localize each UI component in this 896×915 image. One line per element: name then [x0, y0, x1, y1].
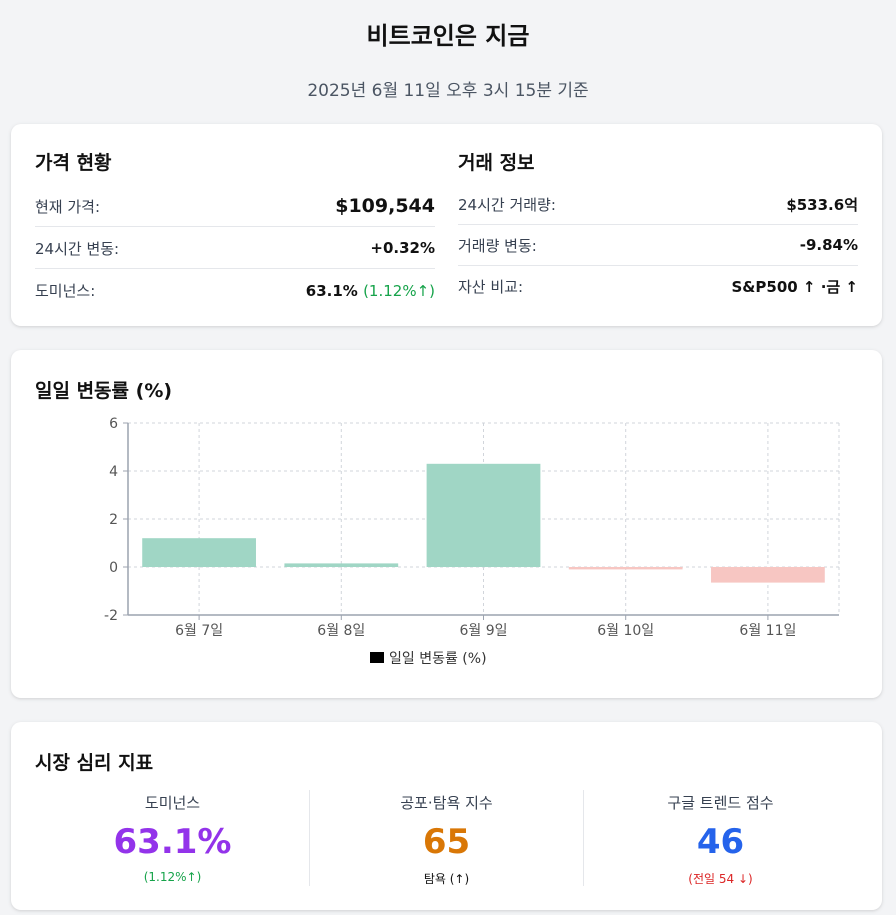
legend-swatch	[370, 652, 384, 663]
asset-compare-value: S&P500 ↑ ·금 ↑	[731, 278, 859, 296]
chart-bar	[426, 463, 541, 567]
volume-change-value: -9.84%	[799, 236, 858, 254]
price-status-title: 가격 현황	[35, 152, 112, 174]
current-price-row: 현재 가격: $109,544	[35, 186, 435, 227]
sentiment-dominance-label: 도미넌스	[144, 794, 201, 812]
volume-24h-value: $533.6억	[786, 195, 858, 214]
sentiment-divider	[583, 790, 584, 886]
sentiment-divider	[309, 790, 310, 886]
sentiment-google-trends: 구글 트렌드 점수 46 (전일 54 ↓)	[583, 790, 858, 888]
y-tick-label: 0	[109, 560, 118, 576]
asset-compare-row: 자산 비교: S&P500 ↑ ·금 ↑	[458, 266, 858, 307]
y-tick-label: 6	[109, 416, 118, 432]
asset-compare-label: 자산 비교:	[458, 278, 524, 296]
sentiment-title: 시장 심리 지표	[35, 752, 154, 774]
change-24h-label: 24시간 변동:	[35, 239, 120, 258]
x-tick-label: 6월 10일	[597, 623, 654, 639]
dominance-change: (1.12%↑)	[363, 281, 435, 300]
fear-greed-note: 탐욕 (↑)	[423, 872, 470, 886]
volume-change-row: 거래량 변동: -9.84%	[458, 225, 858, 266]
x-tick-label: 6월 8일	[317, 623, 365, 639]
dominance-value: 63.1%	[305, 281, 358, 300]
x-tick-label: 6월 7일	[175, 623, 223, 639]
current-price-label: 현재 가격:	[35, 197, 101, 216]
chart-bar	[568, 567, 683, 570]
page-title: 비트코인은 지금	[366, 22, 530, 50]
chart-bar	[711, 567, 825, 583]
y-tick-label: 4	[109, 464, 118, 480]
google-trends-note: (전일 54 ↓)	[688, 872, 753, 886]
dominance-value-group: 63.1% (1.12%↑)	[306, 282, 435, 300]
fear-greed-value: 65	[422, 822, 471, 862]
sentiment-dominance-value: 63.1%	[113, 822, 232, 862]
google-trends-value: 46	[696, 822, 745, 862]
current-price-value: $109,544	[335, 195, 435, 217]
fear-greed-label: 공포·탐욕 지수	[400, 794, 493, 812]
sentiment-dominance-note: (1.12%↑)	[143, 870, 202, 884]
change-24h-value: +0.32%	[370, 239, 435, 257]
chart-bar	[284, 563, 399, 567]
legend-label: 일일 변동률 (%)	[389, 651, 487, 667]
volume-24h-label: 24시간 거래량:	[458, 195, 556, 214]
volume-change-label: 거래량 변동:	[458, 236, 537, 255]
trade-info-title: 거래 정보	[458, 152, 535, 174]
sentiment-fear-greed: 공포·탐욕 지수 65 탐욕 (↑)	[309, 790, 584, 888]
price-summary-card: 가격 현황 현재 가격: $109,544 24시간 변동: +0.32% 도미…	[11, 124, 882, 326]
x-tick-label: 6월 11일	[739, 623, 796, 639]
market-sentiment-card: 시장 심리 지표 도미넌스 63.1% (1.12%↑) 공포·탐욕 지수 65…	[11, 722, 882, 910]
volume-24h-row: 24시간 거래량: $533.6억	[458, 184, 858, 225]
dominance-label: 도미넌스:	[35, 282, 96, 300]
chart-bar	[142, 538, 256, 567]
dominance-row: 도미넌스: 63.1% (1.12%↑)	[35, 270, 435, 311]
x-tick-label: 6월 9일	[459, 623, 507, 639]
daily-change-chart-card: 일일 변동률 (%) -2 0 2 4 6 6월 7일 6월 8일 6월 9일 6월 10일 6월…	[11, 350, 882, 698]
page-subtitle: 2025년 6월 11일 오후 3시 15분 기준	[307, 81, 589, 101]
google-trends-label: 구글 트렌드 점수	[667, 794, 774, 812]
y-tick-label: 2	[109, 512, 118, 528]
sentiment-dominance: 도미넌스 63.1% (1.12%↑)	[35, 790, 310, 888]
chart-title: 일일 변동률 (%)	[35, 380, 173, 402]
y-tick-label: -2	[104, 608, 118, 624]
change-24h-row: 24시간 변동: +0.32%	[35, 228, 435, 269]
